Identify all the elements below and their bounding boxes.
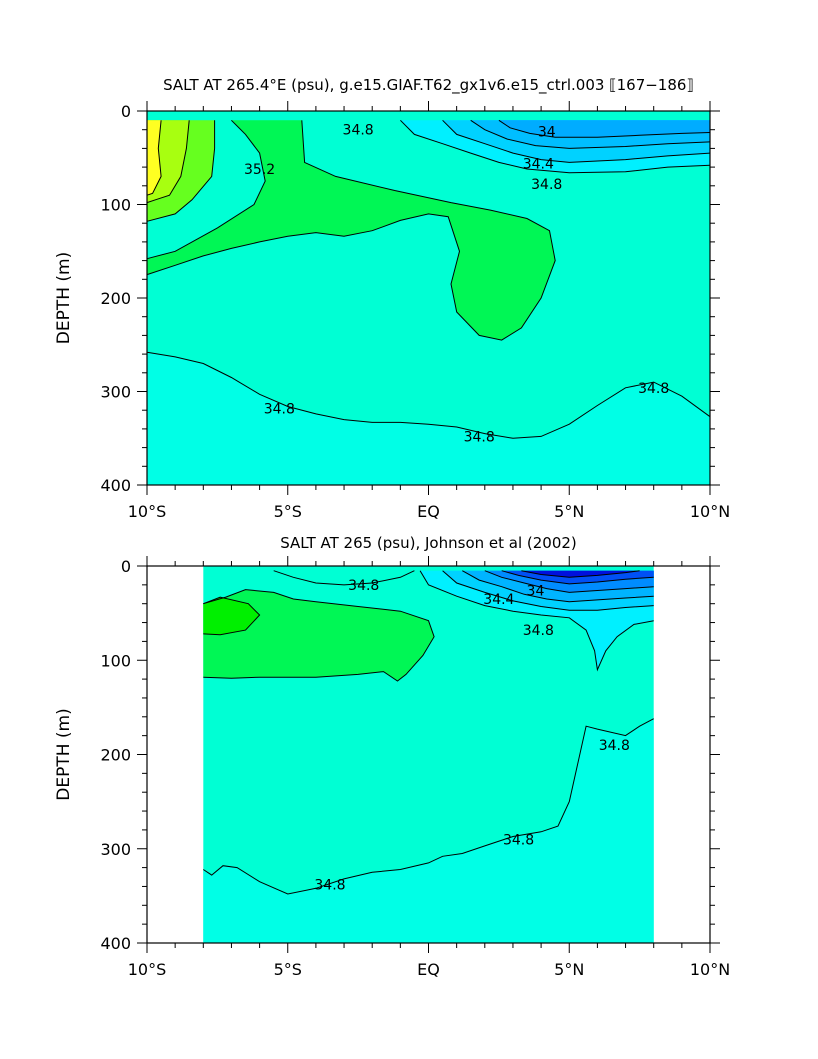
contour-line-10	[521, 570, 640, 578]
y-tick-label-5: 400	[100, 476, 131, 495]
region-salty-inner	[203, 597, 260, 635]
contour-line-2	[203, 589, 435, 682]
contour-line-8	[442, 119, 711, 163]
contour-line-10	[498, 119, 711, 138]
y-tick-label-4: 300	[100, 840, 131, 859]
contour-line-3	[146, 120, 216, 222]
y-tick-label-4: 300	[100, 383, 131, 402]
region-fresh-33-8	[521, 570, 640, 578]
y-tick-label-1: 0	[121, 557, 131, 576]
y-tick-label-5: 400	[100, 934, 131, 953]
x-tick-label-1: 10°S	[128, 960, 167, 979]
region-salty-core	[203, 589, 435, 681]
y-axis-label: DEPTH (m)	[54, 708, 74, 800]
contour-line-6	[442, 570, 654, 611]
contour-line-8	[484, 570, 654, 593]
y-axis-label: DEPTH (m)	[54, 252, 74, 344]
region-deep-water	[203, 718, 654, 943]
x-tick-label-5: 10°N	[690, 502, 730, 521]
contour-line-4	[273, 570, 415, 586]
contour-label-7: 34.8	[464, 429, 495, 445]
x-tick-label-5: 10°N	[690, 960, 730, 979]
y-tick-label-3: 200	[100, 746, 131, 765]
contour-label-5: 35.2	[244, 162, 275, 178]
contour-line-6	[146, 351, 711, 439]
region-band-35-6	[147, 120, 162, 196]
contour-line-3	[203, 596, 261, 636]
contour-label-3: 34.4	[483, 592, 514, 608]
x-tick-label-3: EQ	[417, 502, 440, 521]
x-tick-label-3: EQ	[417, 960, 440, 979]
x-tick-label-4: 5°N	[554, 960, 584, 979]
contour-line-1	[203, 718, 654, 895]
x-tick-label-1: 10°S	[128, 502, 167, 521]
contour-line-2	[146, 119, 266, 260]
contour-label-1: 34.8	[343, 123, 374, 139]
contour-label-5: 34.8	[599, 738, 630, 754]
y-tick-label-3: 200	[100, 289, 131, 308]
contour-label-8: 34.8	[638, 381, 669, 397]
contour-label-6: 34.8	[503, 832, 534, 848]
contour-line-7	[462, 570, 654, 603]
contour-line-5	[419, 570, 654, 672]
region-salty-tongue	[147, 120, 556, 341]
contour-line-5	[146, 120, 162, 196]
contour-line-4	[146, 120, 190, 204]
contour-line-7	[400, 119, 711, 174]
chart-title: SALT AT 265.4°E (psu), g.e15.GIAF.T62_gx…	[163, 76, 694, 95]
panel-1: 34.8 34 34.4 34.8 35.2 34.8 34.8 34.8 10°S 5°S EQ 5…	[54, 76, 730, 521]
y-tick-label-2: 100	[100, 196, 131, 215]
x-tick-label-2: 5°S	[274, 502, 302, 521]
y-tick-label-1: 0	[121, 102, 131, 121]
contour-label-4: 34.8	[523, 623, 554, 639]
contour-label-2: 34	[538, 125, 556, 141]
x-tick-label-4: 5°N	[554, 502, 584, 521]
contour-label-4: 34.8	[531, 177, 562, 193]
x-tick-label-2: 5°S	[274, 960, 302, 979]
contour-label-2: 34	[527, 584, 545, 600]
contour-label-3: 34.4	[523, 156, 554, 172]
contour-line-1	[146, 120, 556, 341]
panel-2: 34.8 34 34.4 34.8 34.8 34.8 34.8 10°S 5°S EQ 5°N 10…	[54, 534, 730, 979]
region-fresh-34-2	[498, 120, 710, 138]
contour-label-6: 34.8	[264, 401, 295, 417]
contour-line-9	[501, 570, 654, 585]
contour-label-7: 34.8	[314, 878, 345, 894]
y-tick-label-2: 100	[100, 651, 131, 670]
region-deep-water	[147, 352, 710, 485]
chart-title: SALT AT 265 (psu), Johnson et al (2002)	[280, 534, 577, 552]
contour-line-9	[470, 119, 711, 149]
contour-label-1: 34.8	[348, 578, 379, 594]
